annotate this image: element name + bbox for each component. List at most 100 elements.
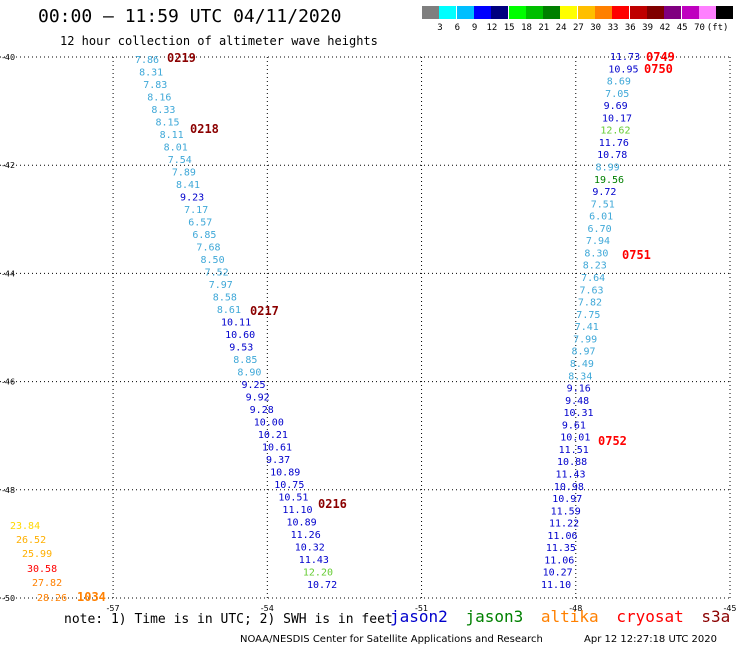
pass-time-label: 0750 [644,62,673,76]
wave-height-value: 10.89 [270,468,300,479]
wave-height-value: 7.75 [576,310,600,321]
y-tick-label: -40 [2,53,15,62]
wave-height-value: 10.97 [552,494,582,505]
wave-height-value: 8.69 [607,77,631,88]
wave-height-plot: -57 -54 -51 -48 -45 -40 -42 -44 -46 -48 -50 7.86 8.3… [0,50,737,613]
x-tick-label: -54 [261,604,274,613]
wave-height-value: 7.54 [168,155,192,166]
color-scale-label: 33 [607,23,619,33]
wave-height-value: 8.50 [201,255,225,266]
wave-height-value: 8.99 [596,163,620,174]
pass-time-label: 0749 [646,50,675,64]
wave-height-value: 26.52 [16,535,46,546]
color-scale-label: 27 [572,23,584,33]
y-tick-label: -48 [2,486,15,495]
wave-height-value: 8.31 [139,68,163,79]
wave-height-value: 8.23 [583,261,607,272]
color-scale-label: 30 [590,23,602,33]
wave-height-value: 10.51 [278,493,308,504]
wave-height-value: 11.43 [555,469,585,480]
color-swatch [595,6,612,19]
wave-height-value: 9.25 [241,380,265,391]
satellite-legend: jason2 jason3 altika cryosat s3a [390,607,738,626]
color-swatch [646,6,664,19]
color-swatch [698,6,716,19]
wave-height-value: 9.53 [229,343,253,354]
wave-height-value: 8.30 [584,248,608,259]
wave-height-value: 10.32 [295,543,325,554]
wave-height-value: 8.49 [570,359,594,370]
wave-height-value: 9.61 [562,420,586,431]
x-tick-label: -48 [569,604,582,613]
pass-time-label: 0217 [250,304,279,318]
wave-height-value: 9.92 [246,393,270,404]
wave-height-value: 10.88 [557,457,587,468]
color-swatch [612,6,630,19]
wave-height-value: 12.62 [600,126,630,137]
wave-height-value: 28.26 [37,593,67,604]
y-tick-label: -44 [2,269,15,278]
wave-height-value: 11.26 [291,530,321,541]
x-tick-label: -51 [415,604,428,613]
wave-height-value: 11.59 [551,506,581,517]
color-scale-label: 24 [555,23,567,33]
wave-height-value: 6.01 [589,212,613,223]
wave-height-value: 10.78 [597,150,627,161]
wave-height-value: 7.89 [172,168,196,179]
pass-time-label: 0218 [190,122,219,136]
wave-height-value: 23.84 [10,521,40,532]
wave-height-value: 9.69 [604,101,628,112]
color-swatch [681,6,699,19]
wave-height-value: 10.31 [563,408,593,419]
wave-height-value: 10.61 [262,443,292,454]
color-swatch [473,6,491,19]
legend-cryosat: cryosat [616,607,684,626]
wave-height-value: 7.68 [196,243,220,254]
wave-height-value: 8.61 [217,305,241,316]
wave-height-value: 6.85 [192,230,216,241]
y-tick-label: -42 [2,161,15,170]
wave-height-value: 10.21 [258,430,288,441]
wave-height-value: 11.06 [547,531,577,542]
color-swatch [525,6,543,19]
color-scale-label: 39 [642,23,654,33]
wave-height-value: 9.48 [565,396,589,407]
wave-height-value: 7.05 [605,89,629,100]
wave-height-value: 10.95 [608,64,638,75]
wave-height-value: 7.63 [580,285,604,296]
wave-height-value: 7.82 [578,298,602,309]
wave-height-value: 10.17 [602,113,632,124]
wave-height-value: 7.86 [135,55,159,66]
wave-height-value: 10.75 [274,480,304,491]
wave-height-value: 11.35 [546,543,576,554]
wave-height-value: 7.51 [591,199,615,210]
wave-height-value: 10.01 [560,433,590,444]
wave-height-value: 9.37 [266,455,290,466]
wave-height-value: 8.41 [176,180,200,191]
color-swatch [508,6,526,19]
color-scale-label: 45 [676,23,688,33]
footer-note: note: 1) Time is in UTC; 2) SWH is in fe… [64,612,393,627]
pass-time-label: 1034 [77,590,106,604]
wave-height-value: 7.64 [581,273,605,284]
color-swatch [577,6,595,19]
wave-height-value: 9.28 [250,405,274,416]
wave-height-value: 7.94 [586,236,610,247]
wave-height-value: 19.56 [594,175,624,186]
color-scale-label: 42 [659,23,671,33]
color-scale-label: 70 [694,23,705,33]
wave-height-value: 10.89 [287,518,317,529]
color-swatch [716,6,734,19]
generation-timestamp: Apr 12 12:27:18 UTC 2020 [584,634,717,645]
wave-height-value: 10.27 [543,568,573,579]
pass-time-label: 0216 [318,497,347,511]
wave-height-value: 8.33 [151,105,175,116]
wave-height-value: 11.43 [299,555,329,566]
color-swatch [629,6,647,19]
wave-height-value: 8.90 [237,368,261,379]
pass-time-label: 0219 [167,51,196,65]
color-scale-label: 18 [521,23,532,33]
wave-height-value: 8.58 [213,293,237,304]
wave-height-value: 10.60 [225,330,255,341]
color-swatch [560,6,578,19]
